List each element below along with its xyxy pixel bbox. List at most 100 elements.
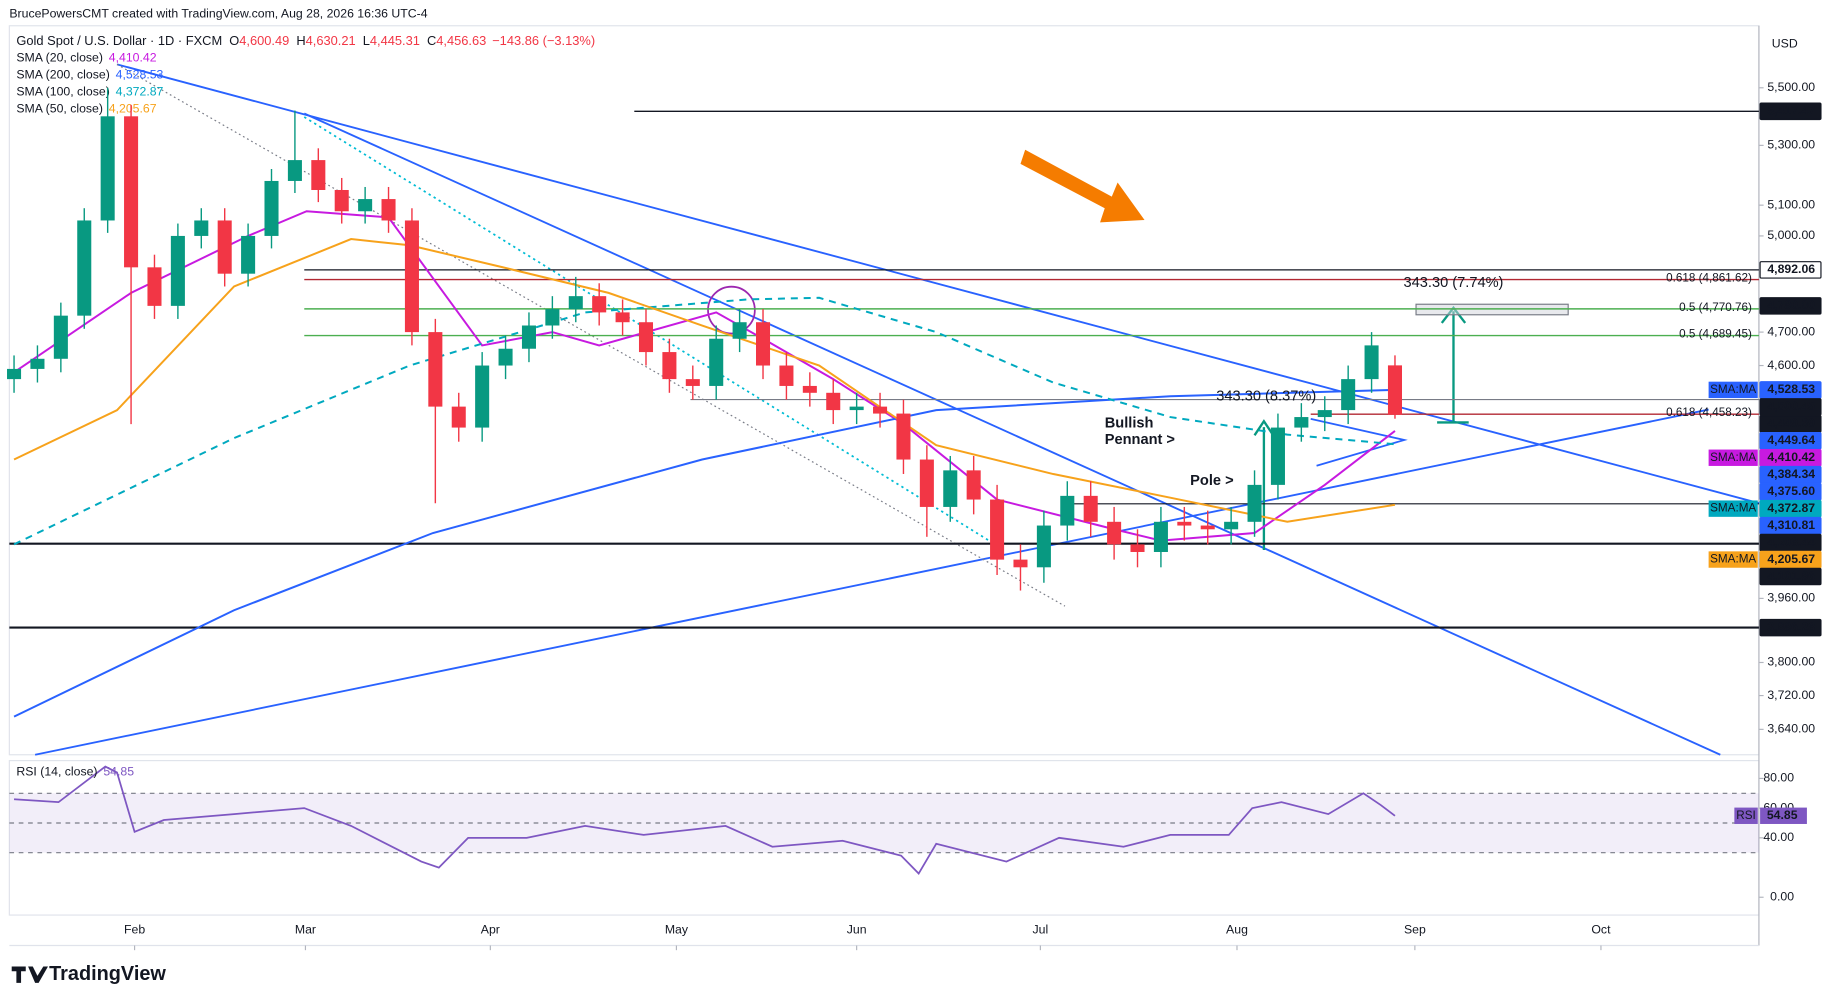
rsi-value-tag	[1760, 807, 1807, 824]
fib-label: 0.618 (4,861.62)	[1666, 271, 1752, 284]
candle-body	[1130, 544, 1145, 552]
price-tag-label: 4,892.06	[1767, 262, 1815, 276]
ohlc-key: H	[296, 34, 305, 49]
candle-body	[990, 499, 1005, 560]
legend-entry: SMA (20, close) 4,410.42	[16, 51, 156, 65]
candle-body	[358, 199, 373, 212]
candle-body	[873, 406, 888, 414]
legend-name: SMA (20, close)	[16, 51, 103, 65]
annotation: Bullish	[1105, 415, 1154, 431]
candle-body	[1364, 345, 1379, 380]
candle-body	[1294, 417, 1309, 428]
candle-body	[1317, 410, 1332, 418]
fib-label: 0.618 (4,458.23)	[1666, 406, 1752, 419]
candle-body	[1083, 495, 1098, 522]
candle-body	[170, 235, 185, 306]
price-tag-prefix: SMA:MA	[1710, 451, 1756, 464]
candle-body	[1247, 484, 1262, 522]
price-tag-prefix-box	[1708, 381, 1758, 399]
candle-body	[1060, 495, 1075, 526]
legend-name: SMA (200, close)	[16, 68, 109, 82]
change: −143.86 (−3.13%)	[492, 34, 595, 49]
dotted-trendline	[116, 63, 1066, 607]
ohlc-value: 4,445.31	[370, 34, 420, 49]
symbol-line: Gold Spot / U.S. Dollar · 1D · FXCM O4,60…	[16, 34, 595, 49]
candle-body	[592, 296, 607, 313]
sma-line	[13, 238, 1396, 523]
price-tag-prefix-box	[1708, 500, 1758, 517]
y-tick-label: 3,800.00	[1767, 655, 1815, 669]
rsi-tag-box	[1734, 807, 1758, 824]
candle-body	[685, 379, 700, 386]
candle-body	[756, 322, 771, 366]
pennant	[1310, 418, 1408, 467]
candle-body	[615, 312, 630, 323]
price-tag-prefix-box	[1708, 551, 1758, 568]
candle-body	[124, 116, 139, 268]
logo: TradingView	[11, 963, 166, 985]
candle-body	[475, 365, 490, 428]
trendline	[116, 63, 1760, 505]
x-tick-label: May	[665, 923, 689, 937]
x-tick-label: Jul	[1033, 923, 1049, 937]
legend-value: 4,372.87	[116, 85, 164, 99]
price-tag	[1759, 618, 1822, 637]
candle-body	[334, 189, 349, 212]
candle-body	[662, 352, 677, 380]
candle-body	[521, 325, 536, 349]
candle-body	[1270, 427, 1285, 485]
logo-text: TradingView	[49, 963, 166, 985]
price-tag-label: 4,101.86	[1767, 569, 1815, 583]
price-tag-label: 4,372.87	[1767, 501, 1815, 515]
y-tick-label: 5,100.00	[1767, 197, 1815, 211]
candle-body	[264, 180, 279, 236]
candle-body	[30, 358, 45, 369]
x-tick-label: Jun	[847, 923, 867, 937]
candle-body	[849, 406, 864, 411]
candle-body	[919, 459, 934, 507]
candle-body	[709, 338, 724, 386]
ohlc-value: 4,600.49	[239, 34, 289, 49]
ohlc-key: C	[427, 34, 436, 49]
rsi-value-label: 54.85	[1767, 808, 1798, 822]
price-tag-label: 4,410.42	[1767, 450, 1815, 464]
annotation: 343.30 (8.37%)	[1216, 389, 1316, 405]
candle-body	[1013, 559, 1028, 568]
highlight-circle	[707, 285, 756, 335]
x-tick-label: Mar	[295, 923, 316, 937]
price-tag-label: 4,205.67	[1767, 552, 1815, 566]
candle-body	[1177, 521, 1192, 526]
price-tag-label: 4,449.69	[1767, 416, 1815, 430]
rsi-legend: RSI (14, close) 54.85	[16, 765, 134, 779]
rsi-title: RSI (14, close)	[16, 765, 97, 779]
price-tag-label: 4,384.34	[1767, 467, 1815, 481]
price-tag-label: 3,886.28	[1767, 620, 1815, 634]
annotation: Pennant >	[1105, 432, 1175, 448]
candle-body	[381, 199, 396, 221]
candle-body	[100, 116, 115, 221]
sma-line	[13, 296, 1396, 546]
candle-body	[545, 309, 560, 326]
candle-body	[428, 332, 443, 407]
price-tag	[1759, 567, 1822, 586]
symbol: Gold Spot / U.S. Dollar · 1D · FXCM	[16, 34, 222, 49]
price-tag-label: 5,417.47	[1767, 104, 1815, 118]
legend-value: 4,410.42	[109, 51, 157, 65]
fib-label: 0.5 (4,689.45)	[1679, 328, 1752, 341]
candle-body	[779, 365, 794, 386]
price-tag-label: 4,310.81	[1767, 518, 1815, 532]
candle-body	[147, 267, 162, 306]
price-tag-label: 4,208.44	[1767, 535, 1815, 549]
y-tick-label: 4,600.00	[1767, 358, 1815, 372]
sma-line	[13, 388, 1396, 718]
candle-body	[568, 296, 583, 310]
price-tag-label: 4,375.60	[1767, 484, 1815, 498]
x-tick-label: Oct	[1591, 923, 1611, 937]
y-tick-label: 5,500.00	[1767, 80, 1815, 94]
rsi-tick-label: 0.00	[1770, 889, 1794, 903]
price-tag	[1759, 261, 1822, 279]
y-tick-label: 5,000.00	[1767, 228, 1815, 242]
candle-body	[404, 220, 419, 333]
